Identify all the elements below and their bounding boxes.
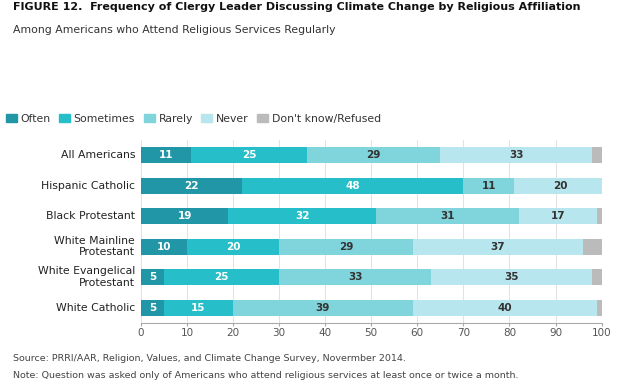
Bar: [593, 269, 602, 285]
Bar: [141, 178, 242, 194]
Bar: [141, 239, 187, 255]
Bar: [597, 300, 602, 315]
Text: 19: 19: [177, 211, 192, 221]
Bar: [141, 208, 228, 224]
Text: Note: Question was asked only of Americans who attend religious services at leas: Note: Question was asked only of America…: [13, 371, 518, 380]
Text: 10: 10: [157, 242, 171, 252]
Text: 35: 35: [504, 272, 519, 282]
Bar: [279, 269, 431, 285]
Text: 25: 25: [242, 150, 257, 160]
Bar: [307, 147, 440, 163]
Bar: [518, 208, 597, 224]
Bar: [514, 178, 606, 194]
Bar: [463, 178, 514, 194]
Bar: [141, 269, 164, 285]
Bar: [228, 208, 376, 224]
Text: 40: 40: [497, 303, 512, 313]
Text: 5: 5: [148, 272, 156, 282]
Text: Among Americans who Attend Religious Services Regularly: Among Americans who Attend Religious Ser…: [13, 25, 335, 35]
Text: 32: 32: [295, 211, 309, 221]
Text: 25: 25: [214, 272, 228, 282]
Text: 39: 39: [316, 303, 330, 313]
Bar: [413, 300, 597, 315]
Text: 37: 37: [491, 242, 505, 252]
Text: 20: 20: [226, 242, 240, 252]
Bar: [141, 147, 191, 163]
Bar: [413, 239, 583, 255]
Bar: [242, 178, 463, 194]
Bar: [431, 269, 593, 285]
Legend: Often, Sometimes, Rarely, Never, Don't know/Refused: Often, Sometimes, Rarely, Never, Don't k…: [6, 114, 381, 124]
Bar: [440, 147, 593, 163]
Text: Source: PRRI/AAR, Religion, Values, and Climate Change Survey, Novermber 2014.: Source: PRRI/AAR, Religion, Values, and …: [13, 354, 406, 363]
Bar: [233, 300, 413, 315]
Text: 11: 11: [481, 181, 496, 191]
Text: 31: 31: [440, 211, 454, 221]
Bar: [191, 147, 307, 163]
Bar: [164, 269, 279, 285]
Text: 33: 33: [509, 150, 524, 160]
Bar: [593, 147, 602, 163]
Bar: [376, 208, 518, 224]
Bar: [141, 300, 164, 315]
Bar: [583, 239, 602, 255]
Text: 33: 33: [348, 272, 362, 282]
Bar: [279, 239, 413, 255]
Bar: [187, 239, 279, 255]
Text: 17: 17: [550, 211, 565, 221]
Bar: [164, 300, 233, 315]
Bar: [606, 178, 611, 194]
Text: 11: 11: [159, 150, 173, 160]
Text: 29: 29: [366, 150, 381, 160]
Text: 15: 15: [191, 303, 205, 313]
Text: 29: 29: [339, 242, 353, 252]
Bar: [597, 208, 602, 224]
Text: 48: 48: [346, 181, 360, 191]
Text: 22: 22: [184, 181, 199, 191]
Text: 20: 20: [553, 181, 568, 191]
Text: 5: 5: [148, 303, 156, 313]
Text: FIGURE 12.  Frequency of Clergy Leader Discussing Climate Change by Religious Af: FIGURE 12. Frequency of Clergy Leader Di…: [13, 2, 580, 12]
